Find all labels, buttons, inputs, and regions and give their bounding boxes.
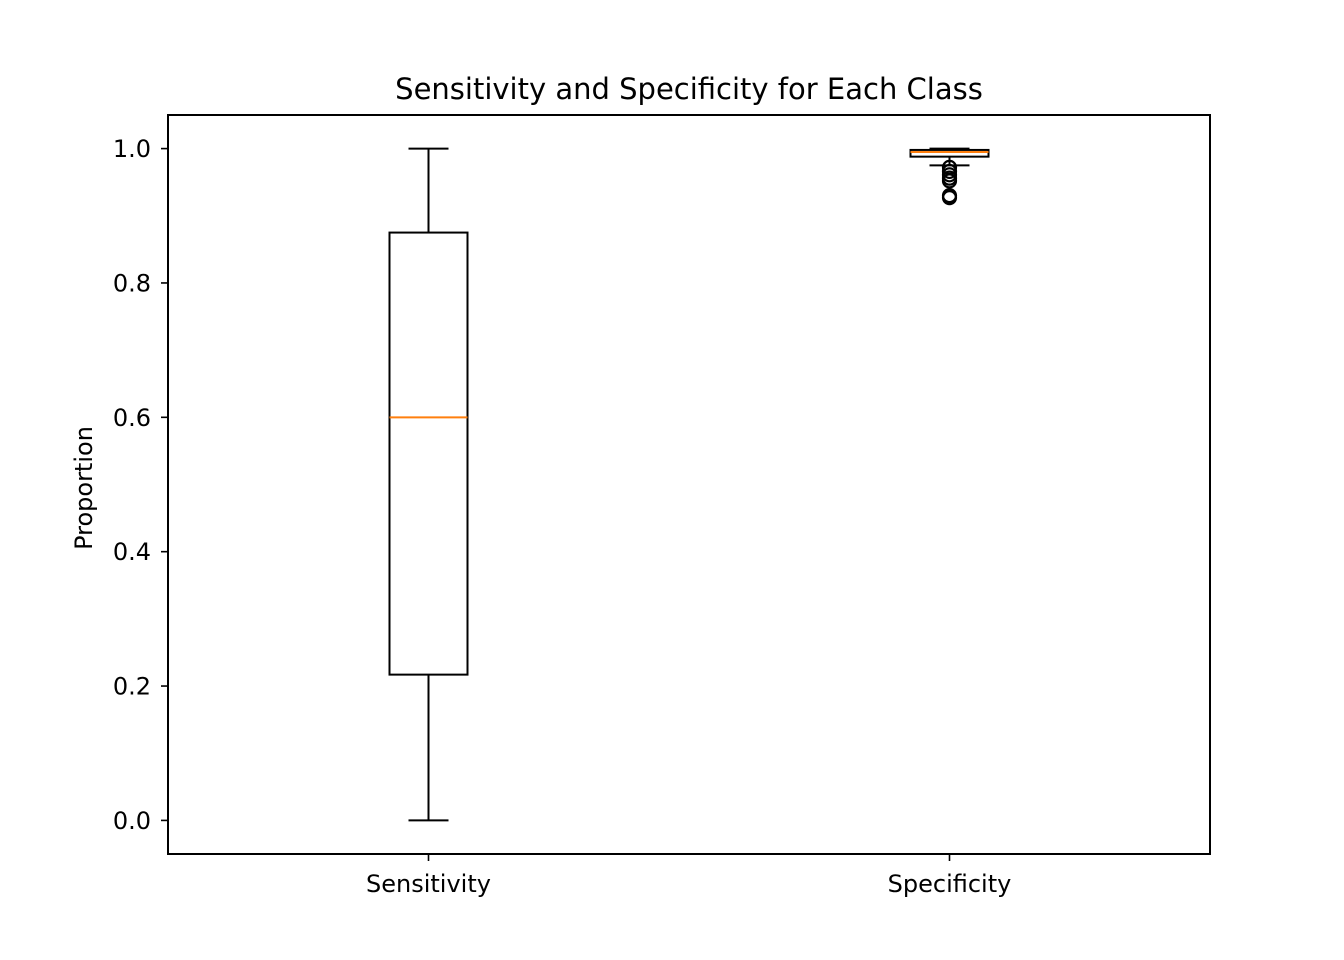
- plot-area: 0.0 0.2 0.4 0.6 0.8 1.0 Sensitivity Specificity: [113, 135, 1012, 898]
- x-tick-label: Sensitivity: [366, 870, 491, 898]
- y-tick-label: 0.6: [113, 404, 151, 432]
- outlier-point: [941, 190, 958, 206]
- x-tick-label: Specificity: [888, 870, 1012, 898]
- y-tick-label: 0.0: [113, 807, 151, 835]
- y-tick-label: 0.4: [113, 538, 151, 566]
- y-tick-label: 0.8: [113, 269, 151, 297]
- outlier-point: [941, 173, 958, 189]
- y-tick-label: 0.2: [113, 673, 151, 701]
- axes-frame: [167, 114, 1211, 855]
- chart-title: Sensitivity and Specificity for Each Cla…: [395, 72, 983, 106]
- box-iqr: [388, 231, 469, 676]
- y-tick-label: 1.0: [113, 135, 151, 163]
- y-axis-label: Proportion: [70, 426, 98, 550]
- box-iqr: [909, 148, 990, 158]
